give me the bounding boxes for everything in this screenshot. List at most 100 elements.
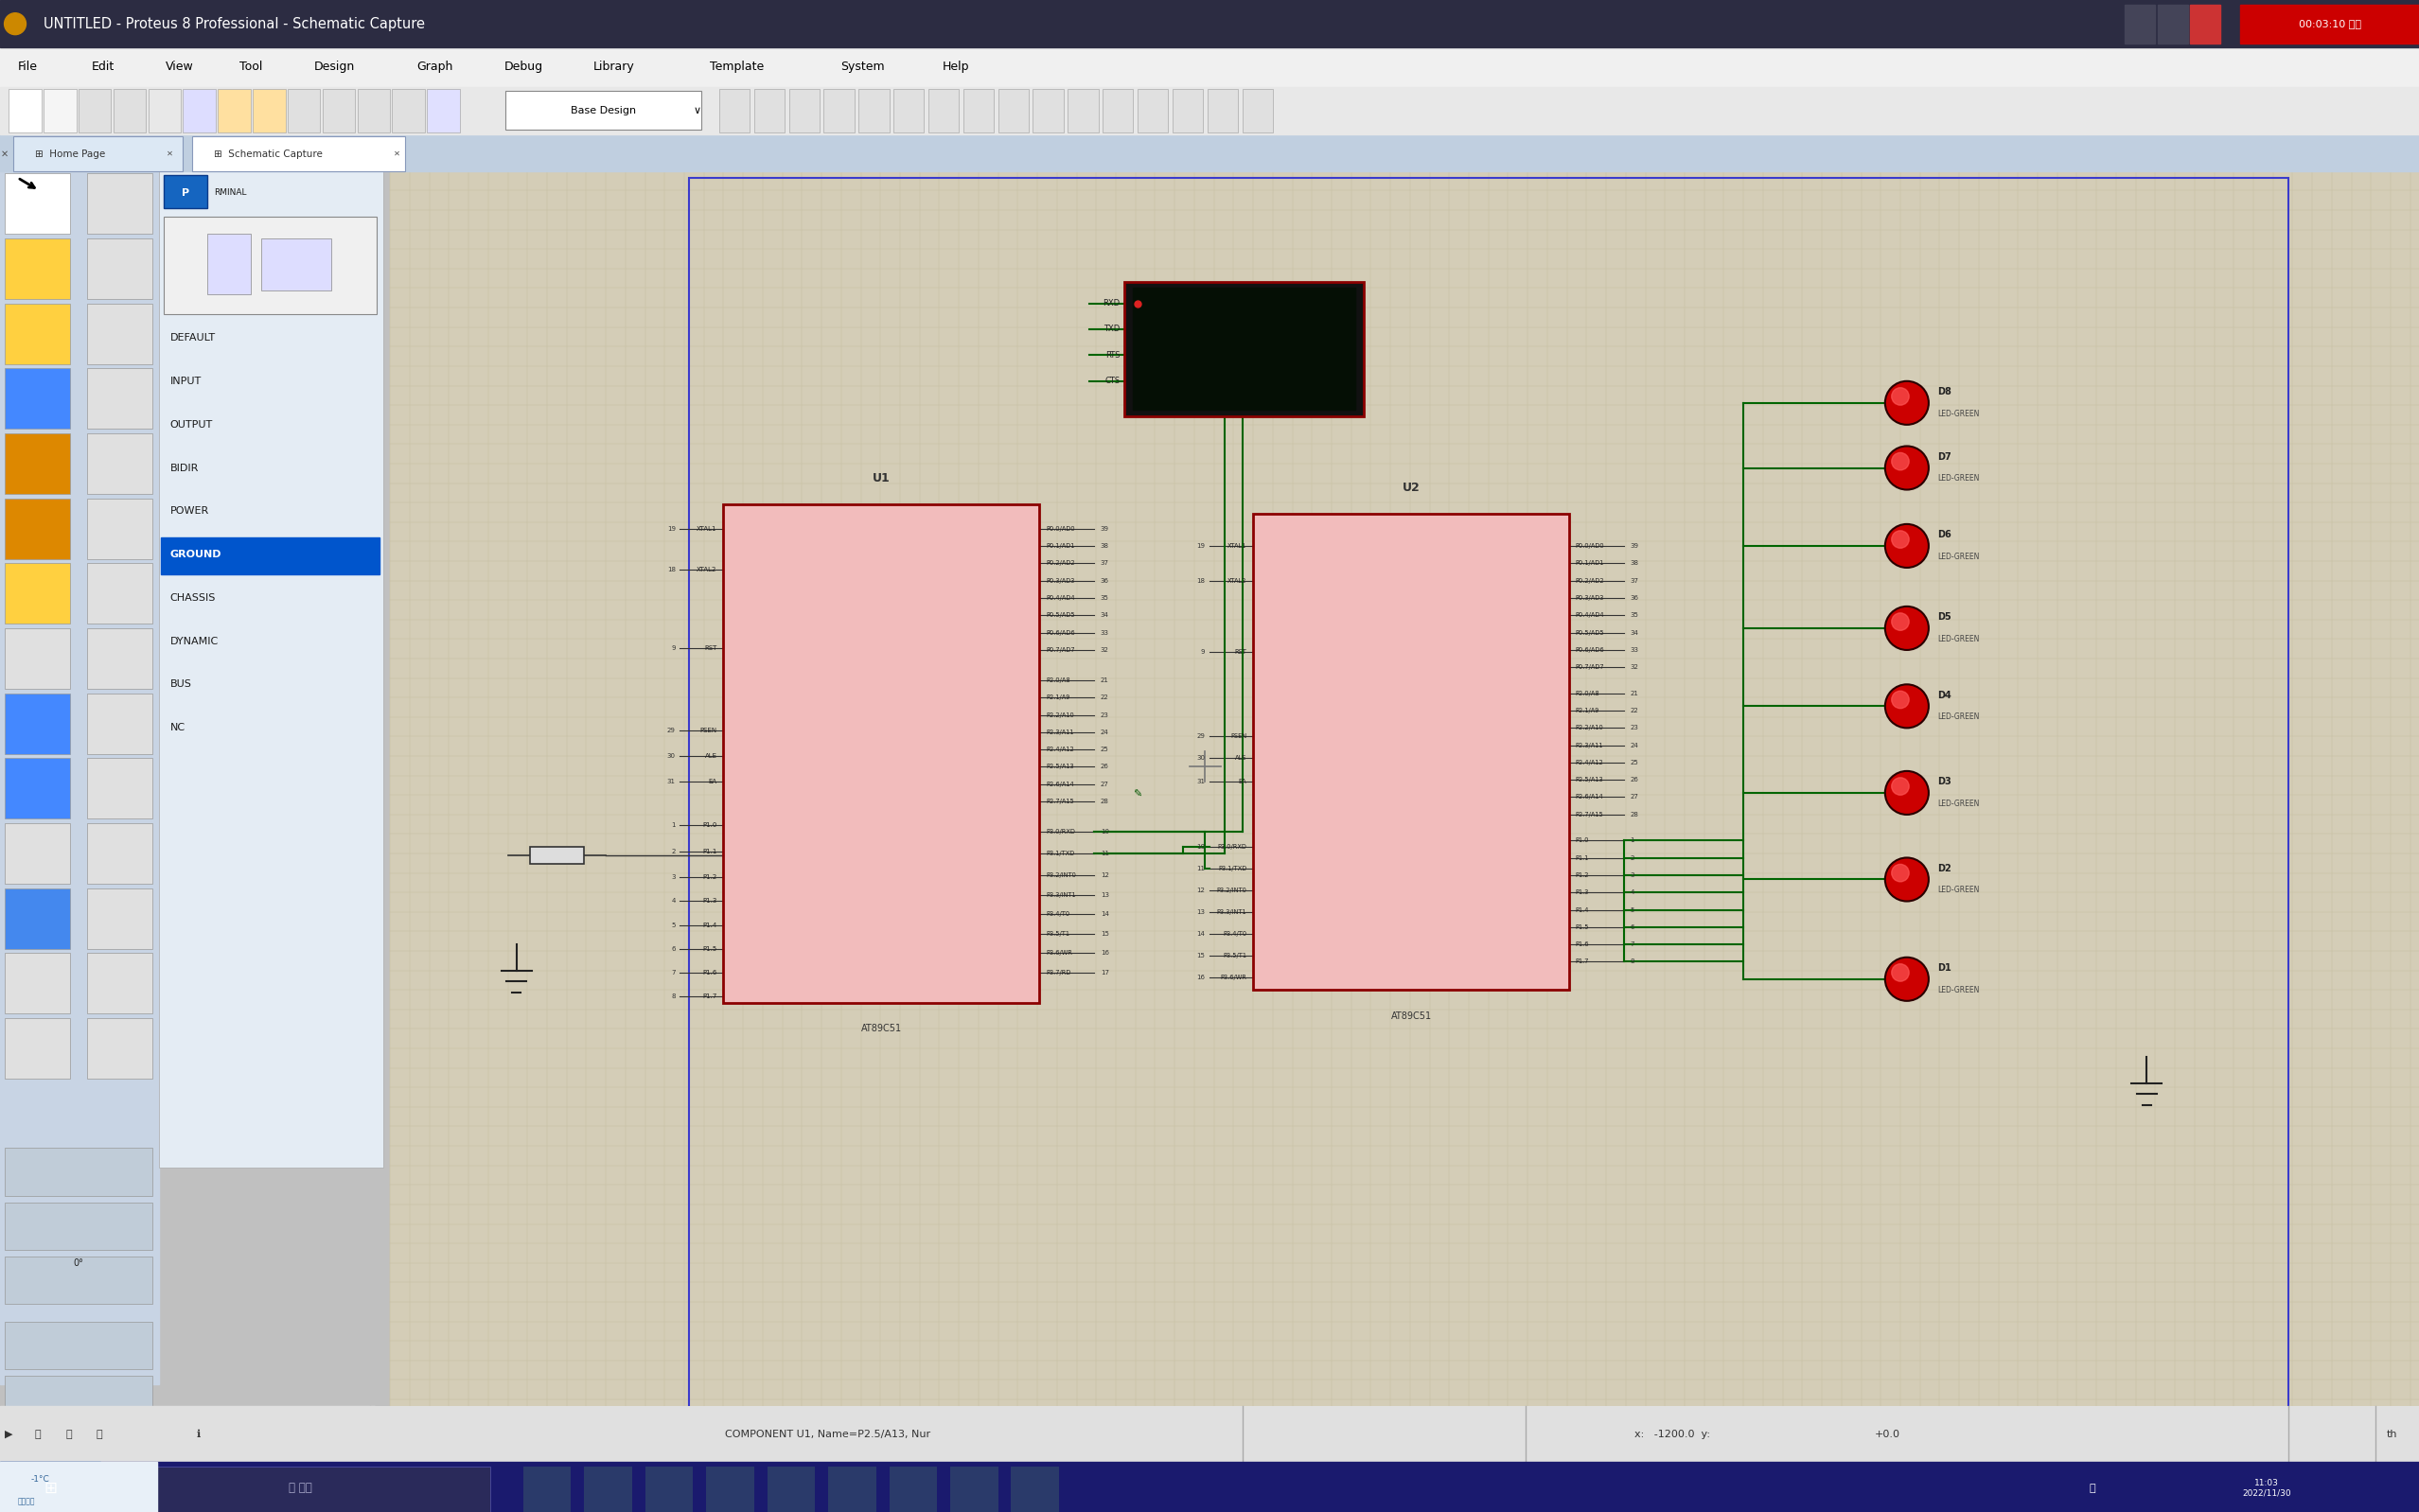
Bar (87, 304, 152, 364)
Text: P2.2/A10: P2.2/A10 (1575, 724, 1604, 730)
Text: 27: 27 (1101, 782, 1108, 788)
Bar (87, 499, 152, 559)
Text: 25: 25 (1630, 759, 1638, 765)
Bar (0, 135, 2419, 171)
Bar (5, 758, 70, 820)
Text: Edit: Edit (92, 60, 114, 73)
Bar (5, 1376, 152, 1423)
Bar (87, 758, 152, 820)
Bar (164, 175, 208, 209)
Text: P3.2/INT0: P3.2/INT0 (1045, 872, 1076, 878)
Text: Library: Library (593, 60, 634, 73)
Text: 3: 3 (672, 874, 675, 880)
Bar (87, 953, 152, 1013)
Text: 21: 21 (1101, 677, 1108, 683)
Text: 14: 14 (1197, 931, 1205, 936)
Circle shape (1884, 381, 1928, 425)
Bar (5, 1256, 152, 1303)
Text: 38: 38 (1101, 543, 1108, 549)
Bar (963, 89, 994, 132)
Text: P1.7: P1.7 (702, 993, 716, 999)
Text: INPUT: INPUT (169, 376, 201, 386)
Bar (5, 953, 70, 1013)
Text: 6: 6 (672, 947, 675, 951)
Text: ℹ: ℹ (196, 1429, 201, 1439)
Text: 4: 4 (1630, 889, 1635, 895)
Circle shape (1892, 691, 1909, 709)
Text: LED-GREEN: LED-GREEN (1938, 800, 1979, 807)
Circle shape (1884, 857, 1928, 901)
Text: 10: 10 (1101, 829, 1108, 835)
Text: 32: 32 (1101, 647, 1108, 653)
Bar (1125, 281, 1364, 416)
Text: RMINAL: RMINAL (213, 189, 247, 197)
Bar (0, 1462, 99, 1512)
Text: P0.2/AD2: P0.2/AD2 (1575, 578, 1604, 584)
Bar (5, 562, 70, 624)
Text: XTAL2: XTAL2 (697, 567, 716, 573)
Text: P0.5/AD5: P0.5/AD5 (1045, 612, 1074, 618)
Text: P1.6: P1.6 (702, 969, 716, 975)
Circle shape (1884, 606, 1928, 650)
Text: POWER: POWER (169, 507, 208, 516)
Bar (389, 171, 2419, 1512)
Text: P3.3/INT1: P3.3/INT1 (1217, 909, 1246, 915)
Text: P1.2: P1.2 (702, 874, 716, 880)
Text: 1: 1 (672, 823, 675, 829)
Text: 25: 25 (1101, 747, 1108, 753)
Text: +0.0: +0.0 (1875, 1429, 1899, 1439)
Circle shape (1892, 612, 1909, 631)
Text: x:   -1200.0  y:: x: -1200.0 y: (1635, 1429, 1710, 1439)
Bar (2124, 5, 2155, 44)
Text: P2.7/A15: P2.7/A15 (1045, 798, 1074, 804)
Bar (1243, 89, 1272, 132)
Text: System: System (839, 60, 885, 73)
Circle shape (1892, 965, 1909, 981)
Text: P1.7: P1.7 (1575, 959, 1589, 965)
Circle shape (1892, 452, 1909, 470)
Text: P0.1/AD1: P0.1/AD1 (1575, 561, 1604, 565)
Bar (1103, 89, 1132, 132)
Bar (718, 89, 750, 132)
Text: Base Design: Base Design (571, 106, 636, 115)
Text: PSEN: PSEN (1231, 733, 1246, 739)
Text: P3.5/T1: P3.5/T1 (1045, 931, 1069, 936)
Bar (5, 1321, 152, 1368)
Text: RST: RST (704, 644, 716, 650)
Text: 9: 9 (1200, 649, 1205, 655)
Text: CTS: CTS (1105, 376, 1120, 386)
Bar (44, 89, 77, 132)
Bar (160, 171, 385, 1167)
Text: P2.6/A14: P2.6/A14 (1045, 782, 1074, 788)
Text: LED-GREEN: LED-GREEN (1938, 410, 1979, 417)
Text: 大部晴朗: 大部晴朗 (17, 1497, 34, 1506)
Bar (5, 627, 70, 689)
Text: D3: D3 (1938, 777, 1952, 786)
Text: 15: 15 (1197, 953, 1205, 959)
Text: GROUND: GROUND (169, 550, 223, 559)
Text: ∨: ∨ (694, 106, 702, 115)
Text: P3.4/T0: P3.4/T0 (1222, 931, 1246, 936)
Text: P3.0/RXD: P3.0/RXD (1045, 829, 1076, 835)
Text: 12: 12 (1101, 872, 1108, 878)
Text: 29: 29 (668, 727, 675, 733)
Text: P2.4/A12: P2.4/A12 (1575, 759, 1604, 765)
Text: OUTPUT: OUTPUT (169, 420, 213, 429)
Bar (1033, 89, 1064, 132)
Text: D5: D5 (1938, 612, 1952, 621)
Text: LED-GREEN: LED-GREEN (1938, 986, 1979, 995)
Text: P0.7/AD7: P0.7/AD7 (1045, 647, 1074, 653)
Text: 19: 19 (1197, 543, 1205, 549)
Text: AT89C51: AT89C51 (861, 1024, 902, 1034)
Text: 33: 33 (1630, 647, 1638, 653)
Text: P0.0/AD0: P0.0/AD0 (1575, 543, 1604, 549)
Bar (358, 89, 389, 132)
Bar (261, 239, 331, 290)
Text: 5: 5 (672, 922, 675, 928)
Text: 15: 15 (1101, 931, 1108, 936)
Bar (5, 888, 70, 950)
Text: PSEN: PSEN (699, 727, 716, 733)
Text: P1.5: P1.5 (702, 947, 716, 951)
Text: P0.3/AD3: P0.3/AD3 (1045, 578, 1074, 584)
Text: 33: 33 (1101, 629, 1108, 635)
